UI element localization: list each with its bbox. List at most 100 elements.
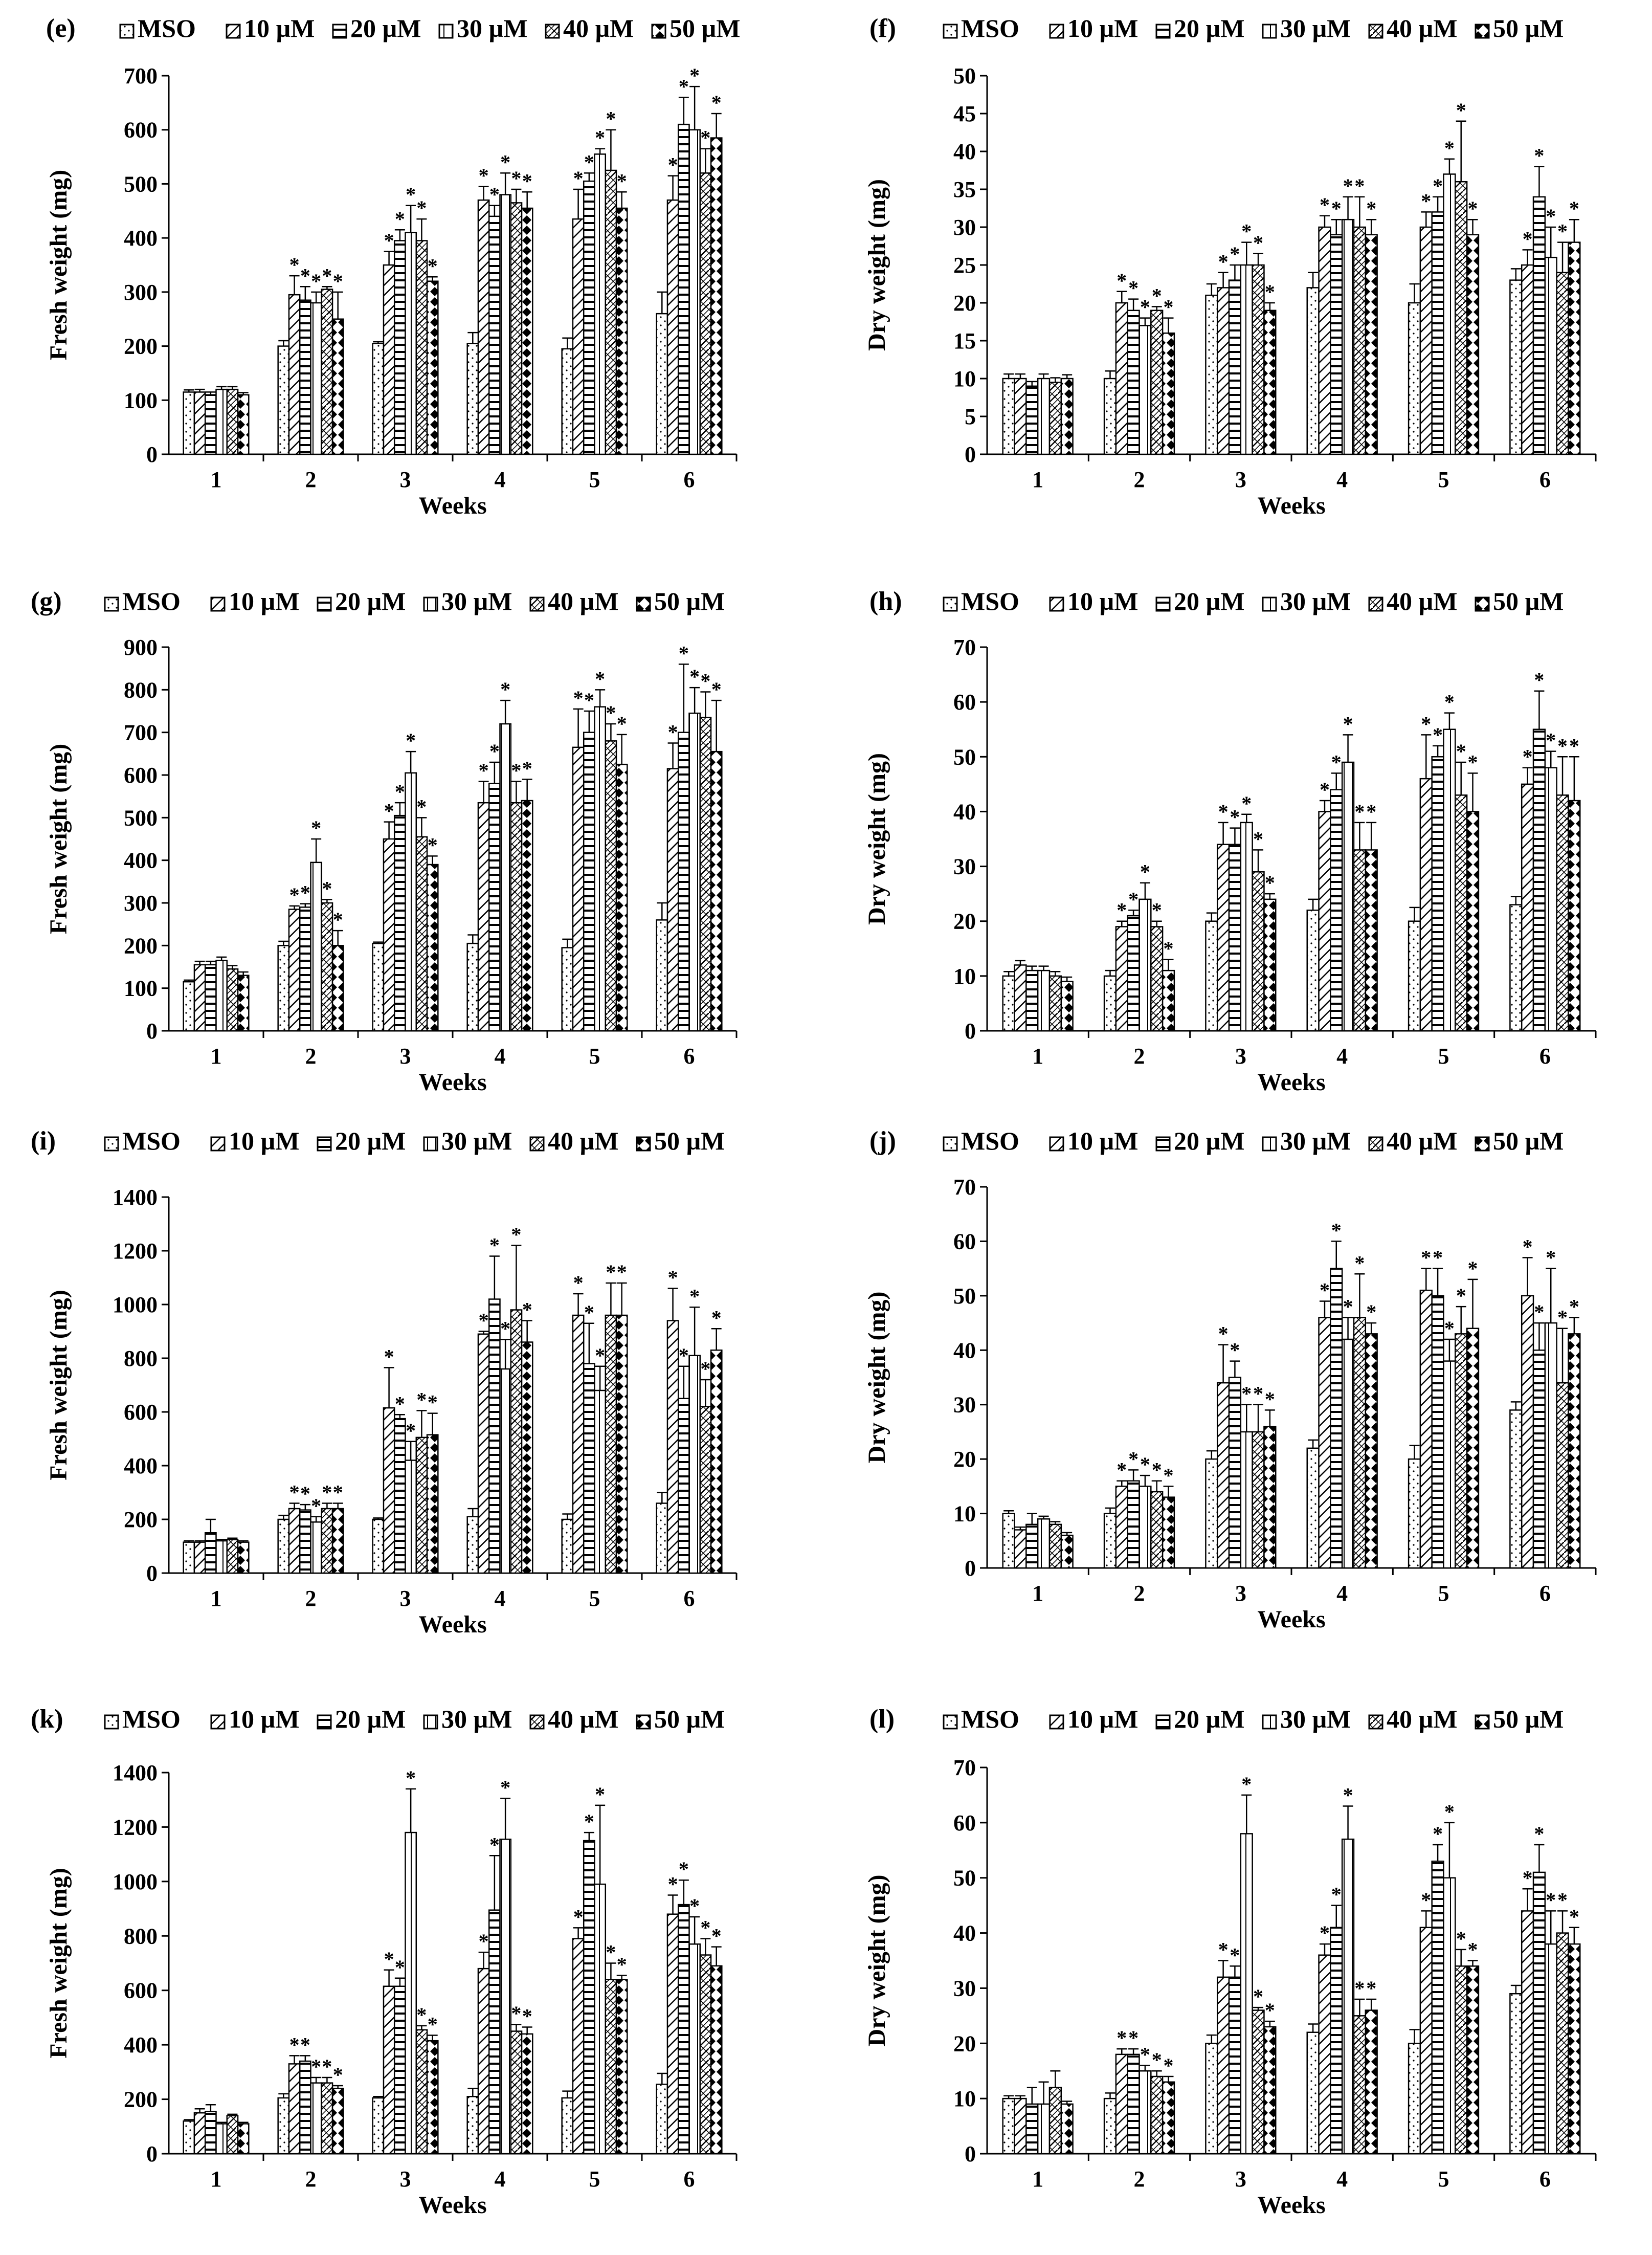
- bar: [1341, 218, 1355, 455]
- x-tick-label: 2: [305, 1586, 317, 1611]
- bar: [426, 280, 439, 455]
- bar: [204, 394, 217, 455]
- panel-i: (i) MSO 10 µM 20 µM 30 µM 40 µM 50 µM 0 200 400 60…: [31, 1126, 738, 1638]
- significance-star: *: [406, 183, 416, 206]
- legend-label: MSO: [961, 1705, 1019, 1733]
- bar: [466, 1516, 479, 1574]
- bar: [299, 299, 311, 455]
- significance-star: *: [1230, 806, 1240, 829]
- significance-star: *: [1343, 1784, 1353, 1807]
- bar: [1263, 2026, 1277, 2155]
- panel-e: (e) MSO 10 µM 20 µM 30 µM 40 µM 50 µM 0 100 200 30…: [45, 14, 741, 519]
- significance-star: *: [311, 816, 321, 839]
- y-tick-label: 40: [953, 139, 976, 164]
- legend-label: 30 µM: [1280, 1126, 1351, 1155]
- significance-star: *: [511, 2002, 521, 2025]
- legend-label: 30 µM: [1280, 14, 1351, 42]
- significance-star: *: [679, 75, 689, 98]
- significance-star: *: [1354, 800, 1365, 823]
- x-axis-title: Weeks: [1257, 1069, 1325, 1096]
- bar: [1306, 2031, 1320, 2155]
- x-tick-label: 2: [1134, 1044, 1145, 1069]
- x-tick-label: 5: [1438, 467, 1449, 492]
- significance-star: *: [573, 167, 584, 190]
- legend-swatch: [1049, 596, 1064, 612]
- significance-star: *: [584, 150, 594, 173]
- bar: [1103, 378, 1117, 455]
- significance-star: *: [584, 1301, 594, 1324]
- bar: [710, 1965, 723, 2155]
- bar: [237, 975, 250, 1032]
- bar: [656, 2084, 668, 2155]
- significance-star: *: [1140, 296, 1150, 319]
- significance-star: *: [333, 1481, 343, 1504]
- bar: [1103, 1513, 1117, 1569]
- y-tick-label: 900: [124, 635, 158, 660]
- bar: [426, 2040, 439, 2155]
- significance-star: *: [1331, 1219, 1342, 1242]
- significance-star: *: [1366, 197, 1376, 220]
- x-axis-title: Weeks: [418, 492, 486, 519]
- bar: [288, 2063, 301, 2155]
- bar: [1341, 1838, 1355, 2155]
- bar: [215, 1540, 228, 1574]
- bar: [393, 814, 406, 1032]
- legend-label: 10 µM: [229, 1705, 300, 1733]
- bar: [372, 343, 385, 455]
- bar: [1443, 728, 1456, 1032]
- significance-star: *: [489, 1234, 500, 1257]
- x-tick-label: 6: [1539, 467, 1551, 492]
- legend-swatch: [636, 1714, 651, 1730]
- bar: [1240, 264, 1253, 455]
- bar: [1060, 378, 1074, 455]
- y-tick-label: 45: [953, 101, 976, 126]
- bar: [1521, 264, 1534, 455]
- significance-star: *: [1117, 1458, 1127, 1482]
- bar: [1162, 1496, 1175, 1569]
- x-tick-label: 3: [400, 2166, 411, 2192]
- bar: [215, 960, 228, 1032]
- significance-star: *: [1534, 669, 1544, 692]
- legend-label: 50 µM: [654, 1126, 725, 1155]
- bar: [1431, 211, 1444, 455]
- bar: [288, 294, 301, 455]
- bar: [331, 318, 344, 455]
- significance-star: *: [1230, 1339, 1240, 1362]
- bar: [688, 1355, 701, 1574]
- bar: [1263, 898, 1277, 1032]
- significance-star: *: [1218, 1938, 1229, 1961]
- bar: [594, 1883, 607, 2155]
- significance-star: *: [1241, 1773, 1252, 1796]
- significance-star: *: [1421, 189, 1431, 212]
- bar: [1408, 2043, 1421, 2155]
- x-tick-label: 4: [1336, 2166, 1348, 2192]
- bar: [1544, 1943, 1557, 2155]
- panel-k: (k) MSO 10 µM 20 µM 30 µM 40 µM 50 µM 0 200 400 60…: [31, 1705, 738, 2219]
- x-tick-label: 2: [305, 2166, 317, 2192]
- legend-label: 40 µM: [1387, 1126, 1458, 1155]
- bar: [1103, 975, 1117, 1032]
- bar: [1353, 2015, 1367, 2155]
- significance-star: *: [1557, 1306, 1568, 1329]
- legend-label: 10 µM: [229, 587, 300, 615]
- panel-j: (j) MSO 10 µM 20 µM 30 µM 40 µM 50 µM 0 10 20 30 40…: [863, 1126, 1597, 1633]
- bar: [1103, 2097, 1117, 2155]
- significance-star: *: [384, 800, 394, 823]
- bar: [488, 1298, 501, 1574]
- legend-swatch: [332, 24, 347, 39]
- y-axis-title: Fresh weight (mg): [45, 170, 72, 360]
- y-tick-label: 20: [953, 291, 976, 316]
- bar: [677, 123, 690, 455]
- bar: [1048, 382, 1062, 455]
- significance-star: *: [689, 1894, 700, 1917]
- bar: [615, 763, 628, 1032]
- legend-label: MSO: [138, 14, 196, 42]
- significance-star: *: [289, 2033, 300, 2056]
- significance-star: *: [689, 665, 700, 688]
- legend-swatch: [1475, 596, 1490, 612]
- legend-label: 50 µM: [654, 587, 725, 615]
- legend-swatch: [636, 1136, 651, 1152]
- significance-star: *: [522, 2005, 532, 2028]
- significance-star: *: [1456, 740, 1466, 763]
- y-tick-label: 1000: [113, 1292, 158, 1317]
